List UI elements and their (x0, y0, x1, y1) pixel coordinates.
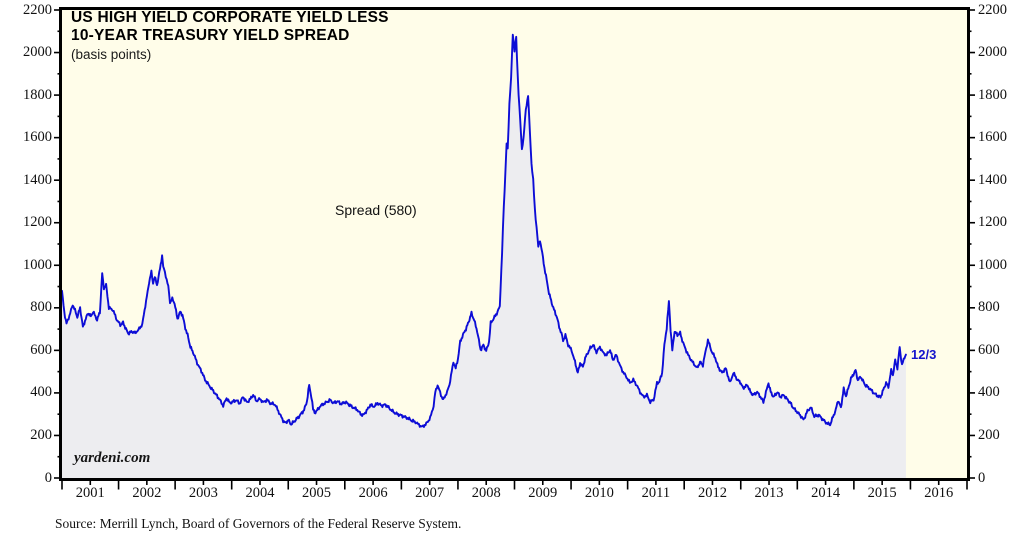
x-axis-label-year: 2002 (132, 485, 162, 501)
watermark: yardeni.com (74, 450, 151, 466)
y-axis-label-right: 0 (978, 469, 986, 486)
y-axis-label-left: 600 (30, 341, 52, 358)
y-axis-label-right: 600 (978, 341, 1000, 358)
y-axis-label-left: 1600 (23, 129, 52, 146)
x-axis-label-year: 2001 (75, 485, 105, 501)
plot-area (59, 7, 970, 481)
x-axis-label-year: 2006 (358, 485, 388, 501)
x-axis-label-year: 2011 (641, 485, 671, 501)
y-axis-label-left: 400 (30, 384, 52, 401)
y-axis-label-right: 200 (978, 426, 1000, 443)
x-axis-label-year: 2010 (584, 485, 614, 501)
y-axis-label-right: 1200 (978, 214, 1007, 231)
y-axis-label-left: 200 (30, 426, 52, 443)
chart-title-block: US HIGH YIELD CORPORATE YIELD LESS 10-YE… (71, 9, 389, 62)
y-axis-label-right: 1800 (978, 86, 1007, 103)
y-axis-label-left: 800 (30, 299, 52, 316)
x-axis-label-year: 2008 (471, 485, 501, 501)
chart-subtitle: (basis points) (71, 47, 152, 62)
source-note: Source: Merrill Lynch, Board of Governor… (55, 516, 462, 531)
spread-area-chart (62, 33, 907, 478)
y-axis-label-left: 1800 (23, 86, 52, 103)
y-axis-label-right: 2000 (978, 44, 1007, 61)
x-axis-label-year: 2014 (811, 485, 841, 501)
x-axis-label-year: 2016 (924, 485, 954, 501)
spread-area-fill (62, 34, 906, 478)
y-axis-label-left: 1000 (23, 256, 52, 273)
x-axis-label-year: 2005 (302, 485, 332, 501)
y-axis-label-left: 2200 (23, 1, 52, 18)
y-axis-label-left: 1200 (23, 214, 52, 231)
latest-point-label: 12/3 (911, 347, 937, 362)
y-axis-label-right: 1600 (978, 129, 1007, 146)
x-axis-label-year: 2009 (528, 485, 558, 501)
chart-title-line2: 10-YEAR TREASURY YIELD SPREAD (71, 26, 350, 44)
y-axis-label-right: 1000 (978, 256, 1007, 273)
x-axis-label-year: 2007 (415, 485, 445, 501)
y-axis-label-left: 1400 (23, 171, 52, 188)
y-axis-label-left: 2000 (23, 44, 52, 61)
x-axis-label-year: 2013 (754, 485, 784, 501)
y-axis-label-left: 0 (44, 469, 52, 486)
x-axis-label-year: 2015 (867, 485, 897, 501)
spread-line (62, 33, 907, 428)
x-axis-label-year: 2003 (188, 485, 218, 501)
x-axis-label-year: 2012 (697, 485, 727, 501)
x-axis-label-year: 2004 (245, 485, 275, 501)
chart-title-line1: US HIGH YIELD CORPORATE YIELD LESS (71, 9, 389, 26)
series-annotation: Spread (580) (335, 202, 417, 218)
y-axis-label-right: 400 (978, 384, 1000, 401)
y-axis-label-right: 800 (978, 299, 1000, 316)
y-axis-label-right: 1400 (978, 171, 1007, 188)
y-axis-label-right: 2200 (978, 1, 1007, 18)
